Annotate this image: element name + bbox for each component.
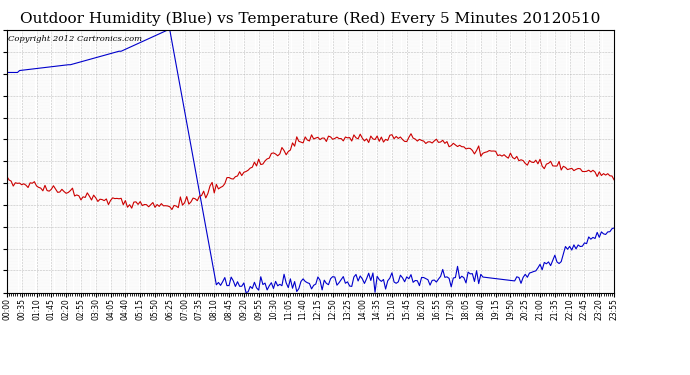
Text: Outdoor Humidity (Blue) vs Temperature (Red) Every 5 Minutes 20120510: Outdoor Humidity (Blue) vs Temperature (… (20, 11, 601, 26)
Text: Copyright 2012 Cartronics.com: Copyright 2012 Cartronics.com (8, 35, 142, 43)
